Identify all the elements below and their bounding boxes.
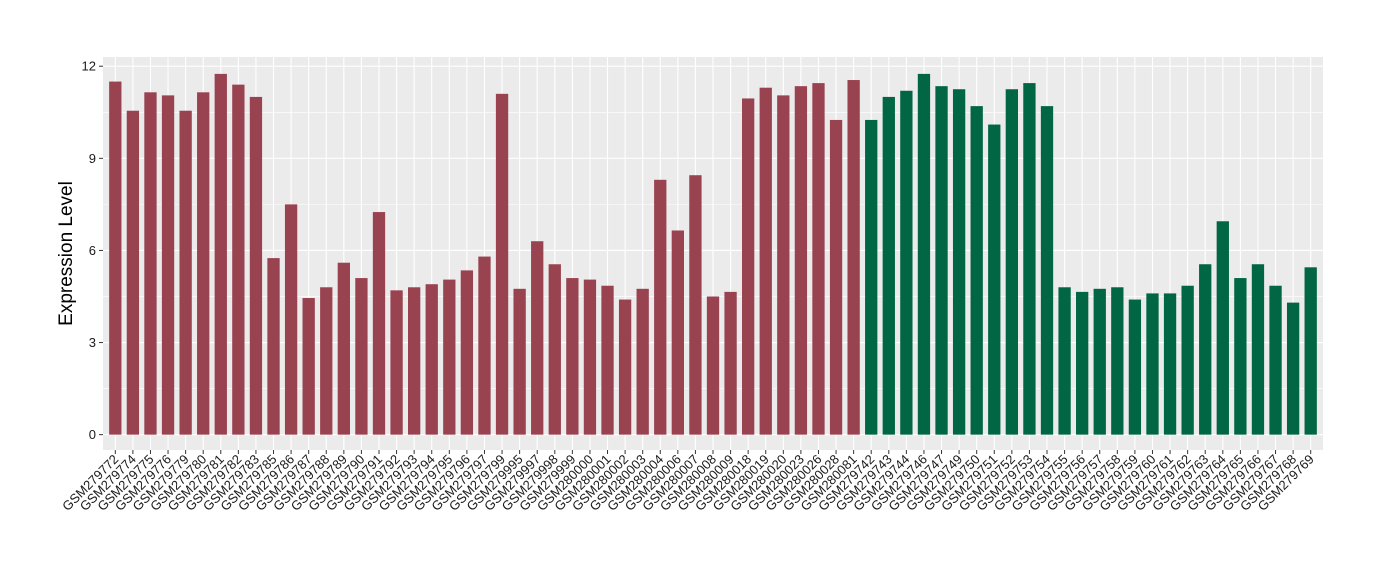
bar-gsm279756 [1076,291,1089,435]
bar-gsm279742 [865,119,878,435]
x-axis: GSM279772GSM279774GSM279775GSM279776GSM2… [59,450,1317,514]
y-axis: 0 3 6 9 12 [82,59,103,442]
bar-gsm280000 [583,279,597,435]
bar-gsm280019 [759,87,772,435]
y-tick-label: 6 [89,243,96,258]
bar-gsm279795 [443,279,456,435]
bar-gsm280020 [777,95,790,435]
bar-gsm280009 [724,291,737,435]
y-tick-label: 12 [82,59,96,74]
bar-gsm280026 [812,83,825,435]
bar-gsm279787 [302,298,315,435]
bar-gsm279752 [1005,89,1018,435]
bar-gsm280081 [847,80,860,435]
bar-gsm279781 [214,73,227,435]
bar-gsm279780 [197,92,210,435]
y-tick-label: 0 [89,427,96,442]
bar-gsm279999 [566,278,579,435]
bar-gsm280004 [654,179,667,435]
bar-gsm280008 [706,296,720,435]
bar-gsm279779 [179,110,192,435]
bar-gsm279763 [1199,264,1212,435]
bar-gsm279793 [408,287,421,435]
bar-gsm279788 [320,287,333,435]
bar-gsm279997 [531,241,544,435]
bar-gsm279747 [935,86,948,435]
bar-gsm279759 [1128,299,1142,435]
bar-gsm279791 [372,212,386,435]
bar-gsm280001 [601,285,614,435]
bar-gsm279744 [900,90,913,435]
bar-gsm279786 [284,204,298,435]
bar-gsm280028 [829,119,843,435]
bar-gsm280023 [794,86,808,435]
bar-gsm279760 [1146,293,1159,435]
bars [109,73,1317,435]
bar-gsm279783 [249,96,263,435]
bar-gsm279797 [478,256,491,435]
bar-gsm279995 [513,288,526,435]
bar-gsm279792 [390,290,403,435]
bar-gsm279772 [109,81,122,435]
bar-gsm280002 [618,299,632,435]
bar-gsm280007 [689,175,702,435]
bar-gsm279796 [460,270,474,435]
bar-gsm279762 [1181,285,1194,435]
bar-gsm279749 [952,89,966,435]
y-tick-label: 3 [89,335,96,350]
bar-gsm280006 [671,230,684,435]
bar-gsm279782 [232,84,245,435]
bar-gsm279766 [1251,264,1265,435]
bar-gsm279755 [1058,287,1071,435]
bar-gsm279776 [161,95,175,435]
bar-gsm279751 [988,124,1001,435]
bar-gsm279799 [495,93,509,435]
y-tick-label: 9 [89,151,96,166]
bar-gsm279998 [548,264,561,435]
bar-gsm279746 [917,73,931,435]
bar-gsm280018 [742,98,755,435]
bar-gsm279775 [144,92,157,435]
bar-gsm279753 [1023,83,1036,435]
bar-gsm279767 [1269,285,1282,435]
bar-gsm279765 [1234,278,1247,435]
bar-gsm280003 [636,288,649,435]
bar-gsm279757 [1093,288,1106,435]
bar-gsm279758 [1111,287,1124,435]
bar-gsm279790 [355,278,368,435]
bar-gsm279761 [1163,293,1177,435]
bar-gsm279754 [1040,106,1054,435]
bar-gsm279785 [267,258,280,435]
bar-gsm279769 [1304,267,1317,435]
bar-gsm279768 [1286,302,1300,435]
bar-gsm279764 [1216,221,1229,435]
bar-gsm279774 [126,110,140,435]
bar-gsm279789 [337,262,350,435]
bar-gsm279743 [882,96,895,435]
bar-gsm279750 [970,106,983,435]
bar-gsm279794 [425,284,438,435]
y-axis-title: Expression Level [56,181,77,326]
